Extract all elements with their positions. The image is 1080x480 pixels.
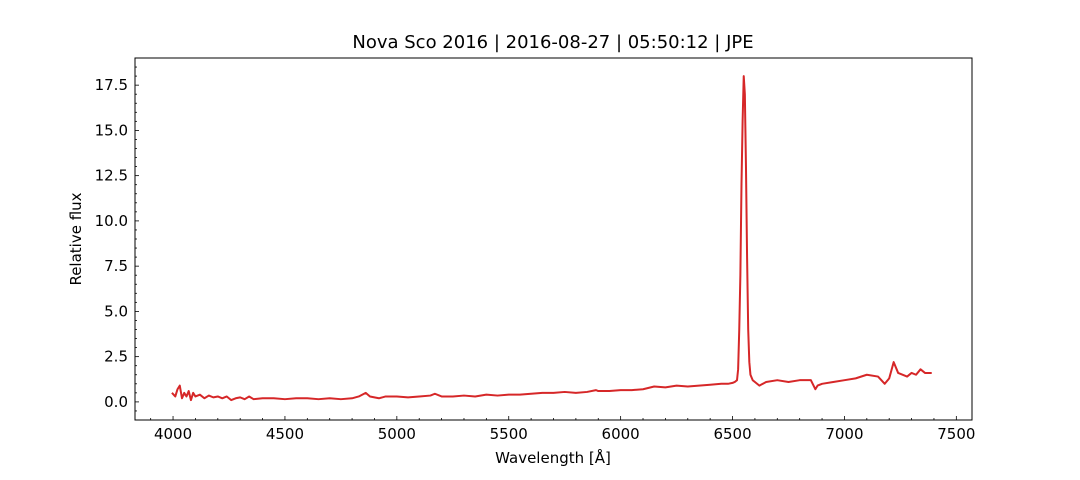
y-tick-label: 0.0: [104, 393, 128, 411]
y-tick-label: 15.0: [95, 121, 128, 139]
y-tick-label: 17.5: [95, 76, 128, 94]
y-tick-label: 12.5: [95, 167, 128, 185]
x-tick-label: 4500: [266, 425, 304, 443]
y-axis-title: Relative flux: [67, 192, 85, 285]
chart-title: Nova Sco 2016 | 2016-08-27 | 05:50:12 | …: [352, 32, 753, 53]
x-tick-label: 5500: [490, 425, 528, 443]
y-tick-label: 10.0: [95, 212, 128, 230]
x-axis-title: Wavelength [Å]: [495, 448, 611, 467]
y-tick-label: 2.5: [104, 348, 128, 366]
x-tick-label: 4000: [154, 425, 192, 443]
x-tick-label: 6500: [713, 425, 751, 443]
x-tick-label: 5000: [378, 425, 416, 443]
plot-area: 4000 4500 5000 5500 6000 6500 7000 7500 0.0 2.5 5.…: [95, 57, 975, 443]
x-tick-label: 7000: [825, 425, 863, 443]
x-tick-label: 7500: [937, 425, 975, 443]
y-tick-label: 5.0: [104, 302, 128, 320]
y-tick-label: 7.5: [104, 257, 128, 275]
x-tick-label: 6000: [602, 425, 640, 443]
series-line-0: [171, 75, 932, 402]
